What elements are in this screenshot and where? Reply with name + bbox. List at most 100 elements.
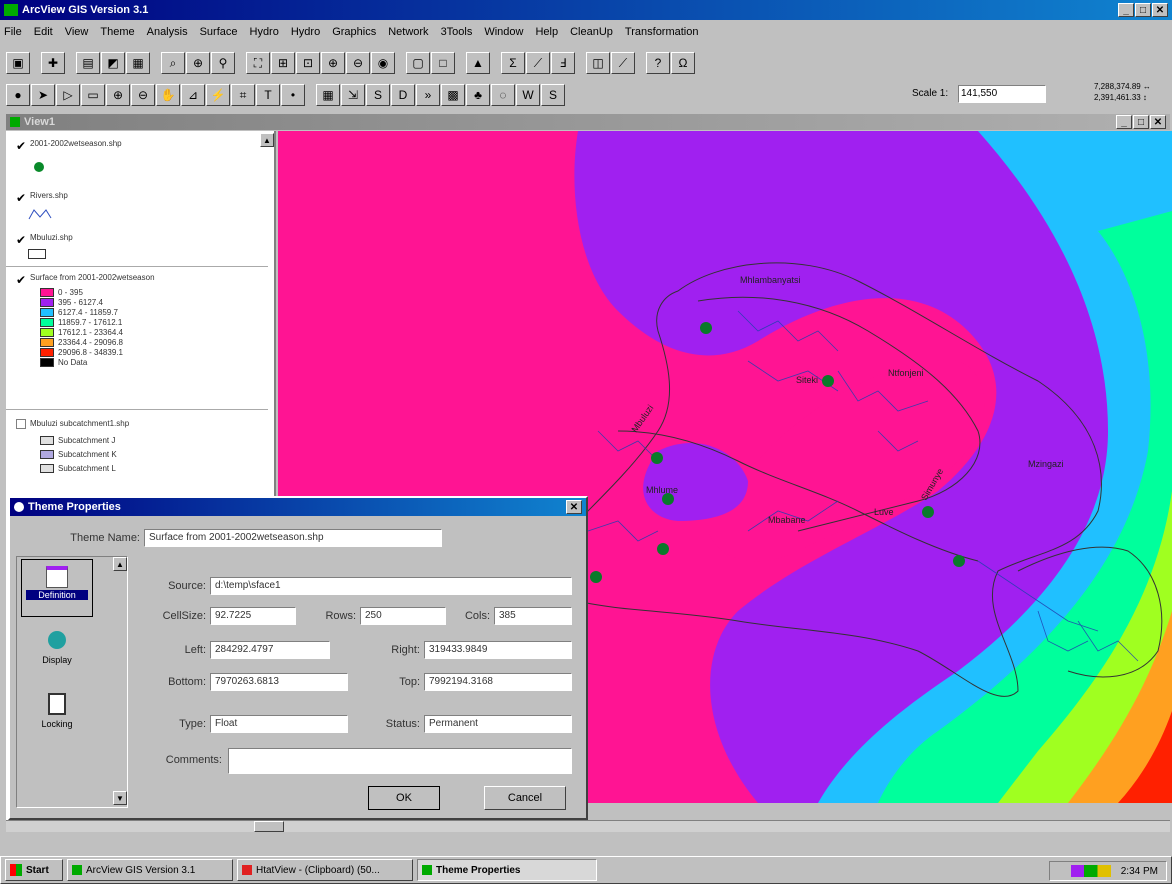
menu-item[interactable]: CleanUp — [570, 26, 613, 38]
measure-tool[interactable]: ⊿ — [181, 84, 205, 106]
menu-item[interactable]: Theme — [100, 26, 135, 38]
network-button[interactable]: ◫ — [586, 52, 610, 74]
identify-tool[interactable]: ● — [6, 84, 30, 106]
toc-scroll-up[interactable]: ▲ — [260, 133, 274, 147]
scale-input[interactable]: 141,550 — [958, 85, 1046, 103]
chart-button[interactable]: ⟋ — [526, 52, 550, 74]
menu-item[interactable]: Edit — [33, 26, 53, 38]
zoom-full-button[interactable]: ⛶ — [246, 52, 270, 74]
query-button[interactable]: ⚲ — [211, 52, 235, 74]
omega-button[interactable]: Ω — [671, 52, 695, 74]
menu-item[interactable]: Transformation — [624, 26, 699, 38]
buffer-tool[interactable]: ◌ — [491, 84, 515, 106]
menu-item[interactable]: Analysis — [146, 26, 188, 38]
menu-item[interactable]: View — [64, 26, 89, 38]
menu-item[interactable]: Hydro — [249, 26, 279, 38]
layer-checkbox[interactable] — [16, 419, 26, 429]
task-theme-properties[interactable]: Theme Properties — [417, 859, 597, 881]
view-minimize-button[interactable]: _ — [1116, 115, 1132, 129]
zoomin-tool[interactable]: ⊕ — [106, 84, 130, 106]
menu-item[interactable]: Hydro — [290, 26, 321, 38]
layer-rivers[interactable]: ✔ Rivers.shp — [16, 191, 68, 205]
layer-checkbox[interactable]: ✔ — [16, 233, 27, 247]
hscroll-thumb[interactable] — [254, 821, 284, 832]
menu-item[interactable]: Help — [535, 26, 559, 38]
pan-tool[interactable]: ✋ — [156, 84, 180, 106]
view-close-button[interactable]: ✕ — [1150, 115, 1166, 129]
theme-props-button[interactable]: ▤ — [76, 52, 100, 74]
tray-icons[interactable] — [1070, 865, 1111, 877]
w-tool[interactable]: W — [516, 84, 540, 106]
s2-tool[interactable]: S — [541, 84, 565, 106]
maximize-button[interactable]: □ — [1135, 3, 1151, 17]
grid-tool[interactable]: ▦ — [316, 84, 340, 106]
category-display[interactable]: Display — [21, 625, 93, 683]
hotlink-tool[interactable]: ⚡ — [206, 84, 230, 106]
layer-mbuluzi[interactable]: ✔ Mbuluzi.shp — [16, 233, 73, 247]
save-button[interactable]: ▣ — [6, 52, 30, 74]
comments-input[interactable] — [228, 748, 572, 774]
zoom-previous-button[interactable]: ◉ — [371, 52, 395, 74]
minimize-button[interactable]: _ — [1118, 3, 1134, 17]
app-titlebar[interactable]: ArcView GIS Version 3.1 _ □ ✕ — [0, 0, 1172, 20]
zoom-in-button[interactable]: ⊕ — [321, 52, 345, 74]
ok-button[interactable]: OK — [368, 786, 440, 810]
tree-tool[interactable]: ♣ — [466, 84, 490, 106]
flow-tool[interactable]: ⇲ — [341, 84, 365, 106]
select-features-button[interactable]: ▢ — [406, 52, 430, 74]
layer-wetseason[interactable]: ✔ 2001-2002wetseason.shp — [16, 139, 122, 153]
menu-item[interactable]: Graphics — [332, 26, 377, 38]
forward-tool[interactable]: » — [416, 84, 440, 106]
task-arcview[interactable]: ArcView GIS Version 3.1 — [67, 859, 233, 881]
menu-item[interactable]: Window — [484, 26, 524, 38]
view-maximize-button[interactable]: □ — [1133, 115, 1149, 129]
cancel-button[interactable]: Cancel — [484, 786, 566, 810]
menu-item[interactable]: Surface — [199, 26, 238, 38]
watershed-tool[interactable]: ▩ — [441, 84, 465, 106]
dialog-titlebar[interactable]: Theme Properties ✕ — [10, 498, 586, 516]
view-titlebar[interactable]: View1 _ □ ✕ — [6, 114, 1170, 130]
task-htatview[interactable]: HtatView - (Clipboard) (50... — [237, 859, 413, 881]
layer-checkbox[interactable]: ✔ — [16, 139, 27, 153]
menu-item[interactable]: File — [4, 26, 22, 38]
find-button[interactable]: ⌕ — [161, 52, 185, 74]
edit-legend-button[interactable]: ◩ — [101, 52, 125, 74]
pointer-tool[interactable]: ➤ — [31, 84, 55, 106]
add-theme-button[interactable]: ✚ — [41, 52, 65, 74]
stats-button[interactable]: Ⅎ — [551, 52, 575, 74]
layer-surface[interactable]: ✔ Surface from 2001-2002wetseason — [16, 273, 155, 287]
triangle-button[interactable]: ▲ — [466, 52, 490, 74]
sum-button[interactable]: Σ — [501, 52, 525, 74]
draw-tool[interactable]: • — [281, 84, 305, 106]
close-button[interactable]: ✕ — [1152, 3, 1168, 17]
dialog-close-button[interactable]: ✕ — [566, 500, 582, 514]
zoom-selected-button[interactable]: ⊡ — [296, 52, 320, 74]
label-tool[interactable]: ⌗ — [231, 84, 255, 106]
start-button[interactable]: Start — [5, 859, 63, 881]
s-tool[interactable]: S — [366, 84, 390, 106]
clear-select-button[interactable]: □ — [431, 52, 455, 74]
zoom-active-button[interactable]: ⊞ — [271, 52, 295, 74]
category-scroll-down[interactable]: ▼ — [113, 791, 127, 805]
help-button[interactable]: ? — [646, 52, 670, 74]
layer-checkbox[interactable]: ✔ — [16, 273, 27, 287]
area-tool[interactable]: ▭ — [81, 84, 105, 106]
zoom-out-button[interactable]: ⊖ — [346, 52, 370, 74]
menu-item[interactable]: Network — [388, 26, 429, 38]
locate-button[interactable]: ⊕ — [186, 52, 210, 74]
vertex-tool[interactable]: ▷ — [56, 84, 80, 106]
theme-name-input[interactable]: Surface from 2001-2002wetseason.shp — [144, 529, 442, 547]
open-table-button[interactable]: ▦ — [126, 52, 150, 74]
view-hscrollbar[interactable] — [6, 820, 1170, 832]
zoomout-tool[interactable]: ⊖ — [131, 84, 155, 106]
category-locking[interactable]: Locking — [21, 689, 93, 747]
path-button[interactable]: ⟋ — [611, 52, 635, 74]
category-definition[interactable]: Definition — [21, 559, 93, 617]
category-list[interactable]: Definition Display Locking ▲ ▼ — [16, 556, 128, 808]
d-tool[interactable]: D — [391, 84, 415, 106]
text-tool[interactable]: T — [256, 84, 280, 106]
menu-item[interactable]: 3Tools — [440, 26, 473, 38]
category-scroll-up[interactable]: ▲ — [113, 557, 127, 571]
layer-subcatchment[interactable]: Mbuluzi subcatchment1.shp — [16, 419, 129, 429]
layer-checkbox[interactable]: ✔ — [16, 191, 27, 205]
